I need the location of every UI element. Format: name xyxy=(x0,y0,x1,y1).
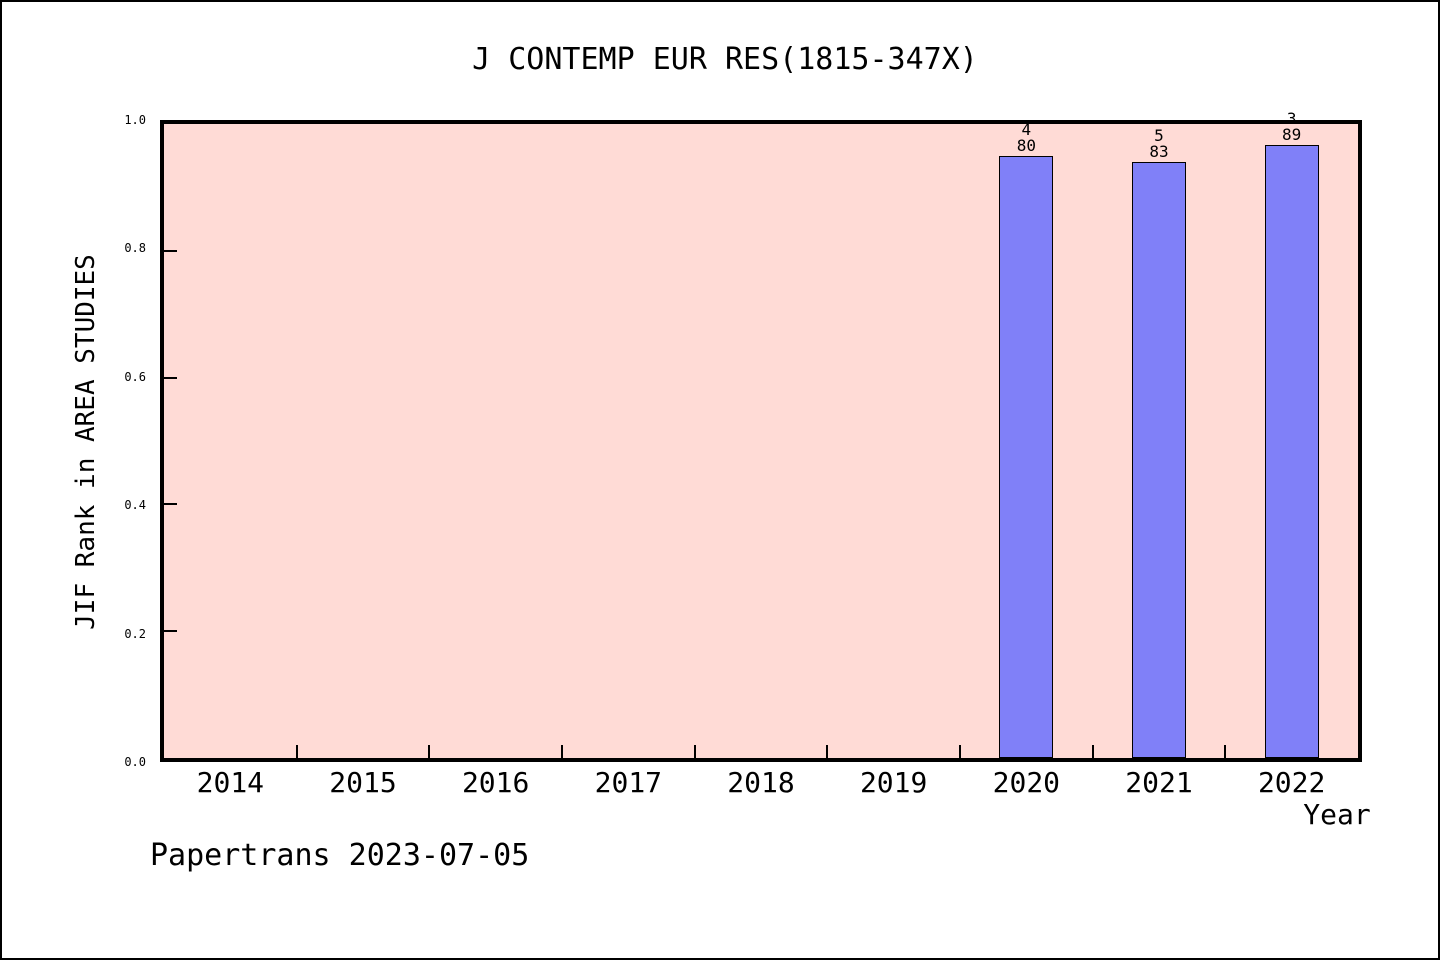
x-tick-label: 2014 xyxy=(196,766,265,799)
x-tick-label: 2016 xyxy=(461,766,530,799)
x-tick-mark xyxy=(1224,745,1227,758)
bar-total: 80 xyxy=(1016,135,1036,155)
bar-value-label: 4 80 xyxy=(1016,119,1036,155)
y-tick-label: 0.6 xyxy=(124,369,146,384)
x-tick-label: 2017 xyxy=(594,766,663,799)
y-tick-label: 0.0 xyxy=(124,755,146,769)
y-tick-mark xyxy=(164,249,177,252)
bar xyxy=(999,155,1054,758)
watermark-text: Papertrans 2023-07-05 xyxy=(150,838,530,873)
bar-rank: 5 xyxy=(1154,126,1164,146)
bar xyxy=(1264,145,1319,758)
x-tick-label: 2015 xyxy=(329,766,397,799)
x-tick-label: 2022 xyxy=(1257,766,1326,799)
y-tick-mark xyxy=(164,630,177,633)
x-tick-mark xyxy=(959,745,961,758)
x-tick-mark xyxy=(693,745,696,758)
x-tick-label: 2018 xyxy=(727,766,795,799)
bar-rank: 4 xyxy=(1021,119,1032,139)
bar-value-label: 5 83 xyxy=(1149,128,1168,160)
plot-inner: 4 80 5 83 3 89 xyxy=(164,111,1358,758)
bar-total: 89 xyxy=(1282,125,1302,145)
y-axis-label: JIF Rank in AREA STUDIES xyxy=(71,254,101,630)
x-tick-label: 2021 xyxy=(1125,766,1193,799)
bar xyxy=(1132,162,1186,758)
y-tick-mark xyxy=(164,503,177,506)
bar-value-label: 3 89 xyxy=(1282,111,1301,143)
plot-area: 4 80 5 83 3 89 xyxy=(160,111,1362,762)
y-tick-mark xyxy=(164,376,177,379)
bar-rank: 3 xyxy=(1286,109,1297,129)
x-tick-mark xyxy=(1091,745,1094,758)
x-tick-label: 2020 xyxy=(992,766,1061,799)
x-axis-label: Year xyxy=(1303,798,1371,831)
x-tick-mark xyxy=(428,745,431,758)
y-tick-label: 0.4 xyxy=(124,498,146,513)
x-tick-mark xyxy=(561,745,563,758)
y-tick-label: 1.0 xyxy=(124,113,146,127)
y-tick-label: 0.8 xyxy=(124,241,146,256)
chart-title: J CONTEMP EUR RES(1815-347X) xyxy=(472,42,978,77)
x-tick-mark xyxy=(826,745,829,758)
x-tick-mark xyxy=(295,745,298,758)
y-tick-label: 0.2 xyxy=(124,626,146,641)
x-tick-label: 2019 xyxy=(859,766,928,799)
bar-total: 83 xyxy=(1149,142,1169,162)
